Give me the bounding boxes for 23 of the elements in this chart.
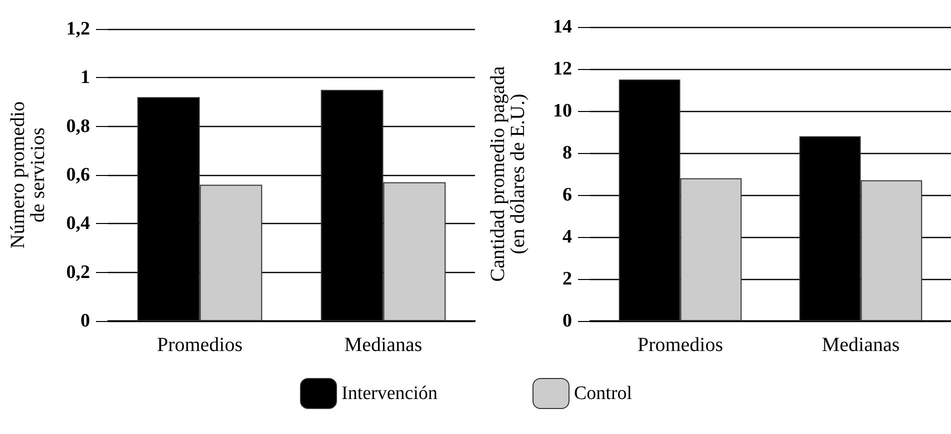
y-tick-label: 6 (562, 184, 572, 206)
x-tick-label: Medianas (822, 334, 900, 356)
y-tick-label: 14 (553, 16, 572, 38)
y-tick-label: 1 (80, 67, 90, 88)
y-tick-label: 12 (553, 58, 572, 80)
y-tick-label: 1,2 (66, 18, 90, 40)
x-tick-label: Medianas (344, 334, 422, 356)
legend-label: Control (574, 383, 632, 404)
y-axis-title: Número promedio de servicios (7, 101, 49, 249)
x-tick-label: Promedios (156, 334, 243, 356)
y-tick-label: 8 (562, 142, 572, 164)
y-tick-label: 4 (562, 226, 572, 248)
y-tick-label: 0,6 (66, 164, 90, 186)
y-tick-label: 0 (562, 310, 572, 332)
legend-label: Intervención (342, 383, 438, 404)
y-tick-label: 0 (80, 310, 90, 332)
y-axis-title: Cantidad promedio pagada (en dólares de E.U.) (487, 66, 529, 282)
y-tick-label: 10 (553, 100, 572, 122)
y-tick-label: 0,8 (66, 116, 90, 137)
y-tick-label: 0,2 (66, 262, 90, 283)
y-tick-label: 0,4 (66, 213, 90, 234)
y-tick-label: 2 (562, 268, 572, 290)
x-tick-label: Promedios (637, 334, 724, 356)
